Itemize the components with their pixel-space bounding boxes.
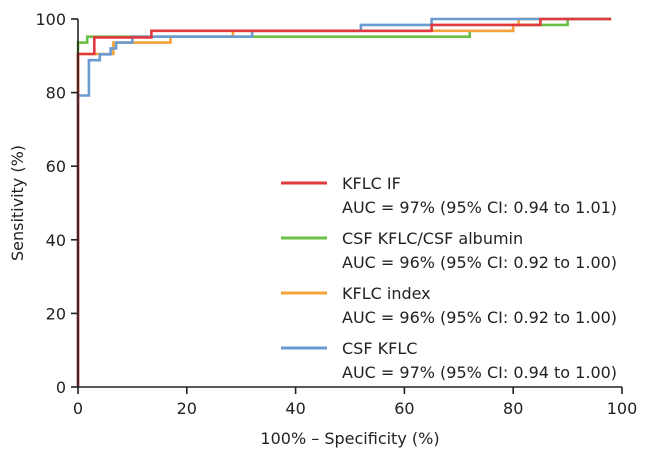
y-tick-label: 60 (46, 157, 66, 176)
y-tick-label: 0 (56, 378, 66, 397)
x-tick-label: 20 (177, 399, 197, 418)
x-tick-label: 60 (394, 399, 414, 418)
y-tick-label: 100 (35, 10, 66, 29)
legend-series-name: KFLC IF (342, 174, 401, 193)
legend-auc-label: AUC = 96% (95% CI: 0.92 to 1.00) (342, 253, 617, 272)
y-tick-label: 80 (46, 84, 66, 103)
x-tick-label: 100 (607, 399, 638, 418)
legend-auc-label: AUC = 96% (95% CI: 0.92 to 1.00) (342, 308, 617, 327)
x-tick-label: 40 (285, 399, 305, 418)
legend-series-name: CSF KFLC/CSF albumin (342, 229, 523, 248)
legend-series-name: KFLC index (342, 284, 431, 303)
series-line-0 (76, 17, 612, 387)
x-tick-label: 0 (73, 399, 83, 418)
legend-series-name: CSF KFLC (342, 339, 417, 358)
y-axis-title: Sensitivity (%) (8, 145, 27, 261)
x-tick-label: 80 (503, 399, 523, 418)
legend-auc-label: AUC = 97% (95% CI: 0.94 to 1.01) (342, 198, 617, 217)
ticks: 0 20 40 60 80 100 0 20 40 60 80 100 (35, 10, 637, 418)
series-line-3 (76, 17, 612, 387)
legend-auc-label: AUC = 97% (95% CI: 0.94 to 1.00) (342, 363, 617, 382)
series-layer (76, 17, 612, 387)
y-tick-label: 20 (46, 304, 66, 323)
legend: KFLC IF AUC = 97% (95% CI: 0.94 to 1.01) C… (281, 174, 617, 382)
axes (77, 19, 622, 388)
y-tick-label: 40 (46, 231, 66, 250)
x-axis-title: 100% – Specificity (%) (260, 429, 439, 448)
